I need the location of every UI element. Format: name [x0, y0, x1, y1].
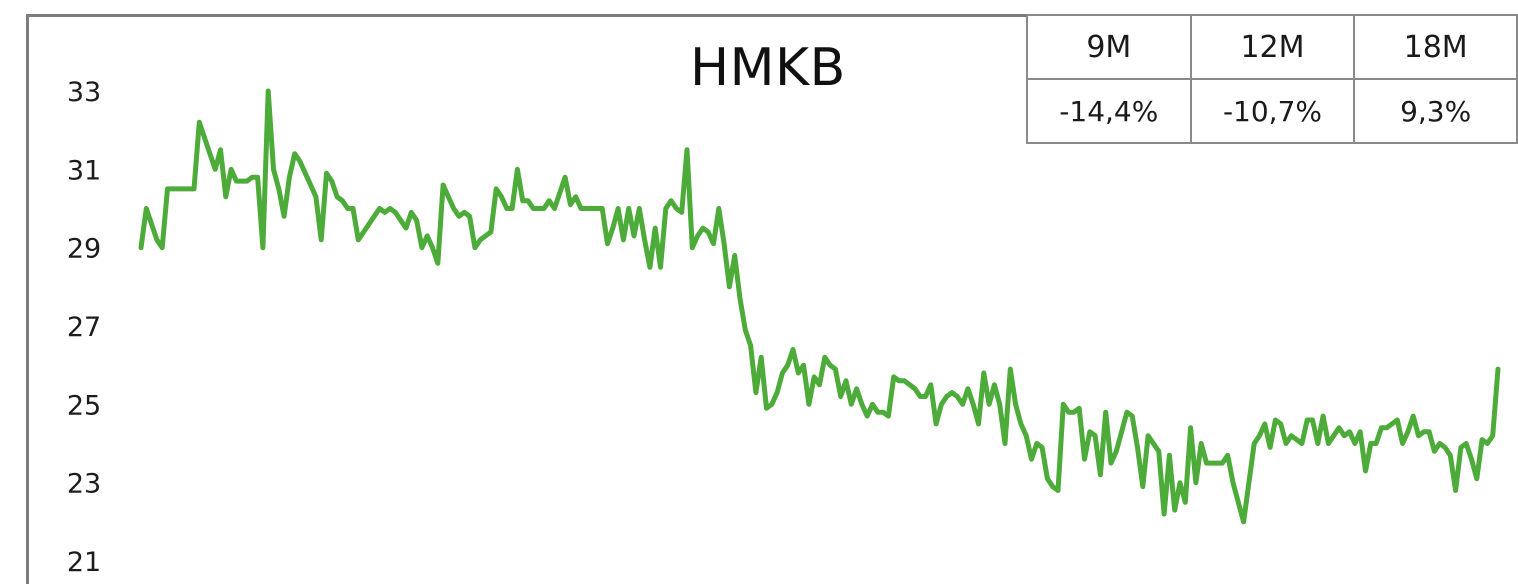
header-12m: 12M — [1189, 14, 1356, 80]
y-tick-label: 25 — [67, 390, 101, 421]
performance-table: 9M 12M 18M -14,4% -10,7% 9,3% — [1026, 14, 1518, 144]
value-12m: -10,7% — [1189, 78, 1356, 144]
header-9m: 9M — [1026, 14, 1192, 80]
y-tick-label: 31 — [67, 155, 101, 186]
value-18m: 9,3% — [1353, 78, 1518, 144]
y-tick-label: 29 — [67, 234, 101, 265]
y-tick-label: 33 — [67, 77, 101, 108]
y-tick-label: 23 — [67, 469, 101, 500]
chart-frame — [26, 14, 1518, 584]
y-tick-label: 27 — [67, 312, 101, 343]
series-line — [138, 88, 1501, 525]
y-tick-label: 21 — [67, 547, 101, 572]
value-9m: -14,4% — [1026, 78, 1192, 144]
table-row: -14,4% -10,7% 9,3% — [1026, 78, 1518, 144]
header-18m: 18M — [1353, 14, 1518, 80]
chart-title: HMKB — [690, 38, 846, 98]
table-header-row: 9M 12M 18M — [1026, 14, 1518, 80]
line-chart: 33 31 29 27 25 23 21 — [67, 77, 1501, 572]
